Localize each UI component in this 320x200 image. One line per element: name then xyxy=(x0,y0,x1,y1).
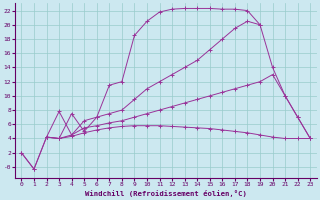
X-axis label: Windchill (Refroidissement éolien,°C): Windchill (Refroidissement éolien,°C) xyxy=(85,190,247,197)
